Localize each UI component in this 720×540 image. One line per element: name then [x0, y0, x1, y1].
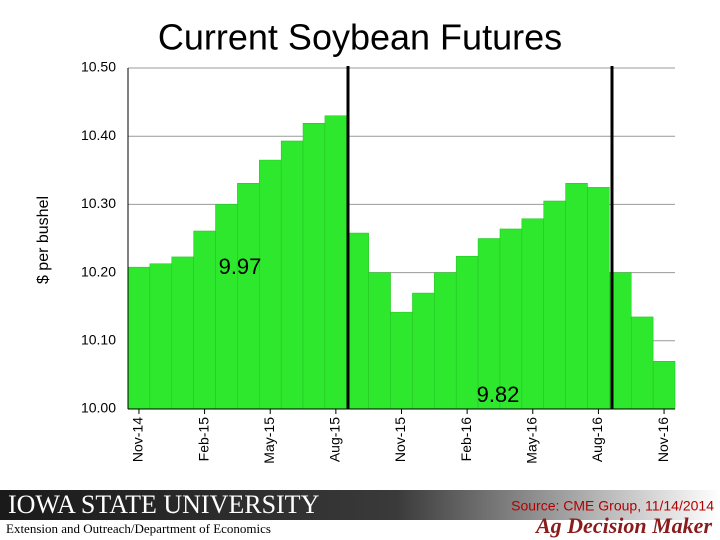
x-tick-label: Nov-15 [392, 417, 408, 462]
source: Source: CME Group, 11/14/2014 [511, 498, 714, 514]
bar [521, 218, 544, 410]
bar [434, 272, 457, 410]
bar [149, 263, 173, 410]
x-tick-label: Nov-14 [130, 417, 146, 462]
x-tick-label: Aug-16 [589, 417, 605, 462]
annotation: 9.82 [477, 382, 520, 407]
bar [390, 311, 413, 410]
x-tick-label: Nov-16 [655, 417, 671, 462]
x-tick-label: Feb-16 [458, 417, 474, 462]
bar [543, 200, 566, 410]
bar [565, 183, 588, 410]
plot: 10.00 10.10 10.20 10.30 10.40 10.50 Nov-14 Feb-… [81, 59, 676, 464]
y-axis-label: $ per bushel [35, 196, 52, 284]
x-tick-label: May-16 [523, 417, 539, 464]
x-tick-label: Aug-15 [327, 417, 343, 462]
bar [346, 232, 369, 410]
bar [455, 255, 479, 410]
bar [324, 115, 348, 410]
bar [652, 361, 676, 410]
bar [280, 140, 304, 410]
bar [237, 183, 260, 410]
brand: Ag Decision Maker [534, 513, 712, 538]
bar [193, 230, 216, 410]
x-tick-label: May-15 [261, 417, 277, 464]
department: Extension and Outreach/Department of Eco… [6, 521, 271, 536]
bar [259, 159, 282, 410]
bar [127, 266, 151, 410]
university: IOWA STATE UNIVERSITY [8, 490, 320, 519]
bar [171, 256, 194, 410]
annotation: 9.97 [219, 254, 262, 279]
footer-band [0, 490, 720, 520]
y-tick-label: 10.00 [81, 400, 116, 416]
chart-title: Current Soybean Futures [158, 17, 562, 58]
y-tick-label: 10.50 [81, 59, 116, 75]
bar [630, 316, 654, 410]
bar [215, 204, 238, 410]
y-tick-label: 10.10 [81, 332, 116, 348]
y-tick-label: 10.20 [81, 263, 116, 279]
bar [302, 122, 326, 410]
x-tick-label: Feb-15 [195, 417, 211, 462]
bar [587, 187, 610, 410]
y-tick-label: 10.30 [81, 195, 116, 211]
bar [368, 272, 391, 410]
y-tick-label: 10.40 [81, 127, 116, 143]
bar [412, 292, 435, 410]
